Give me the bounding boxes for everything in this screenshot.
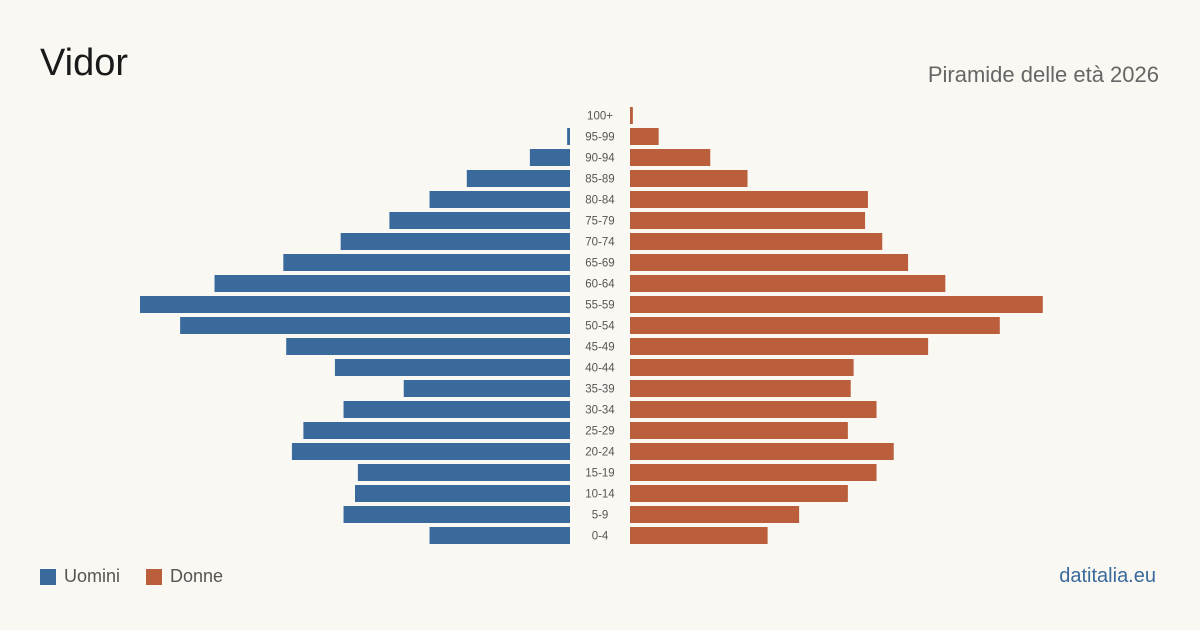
- age-label-85-89: 85-89: [585, 174, 614, 186]
- bar-male-50-54: [180, 317, 570, 334]
- bar-female-90-94: [630, 149, 711, 166]
- age-label-55-59: 55-59: [585, 300, 614, 312]
- bar-male-25-29: [303, 422, 570, 439]
- bar-female-20-24: [630, 443, 894, 460]
- bar-female-15-19: [630, 464, 877, 481]
- bar-male-95-99: [567, 128, 570, 145]
- age-label-35-39: 35-39: [585, 384, 614, 396]
- bar-male-60-64: [214, 275, 571, 292]
- bar-male-65-69: [283, 254, 570, 271]
- source-link[interactable]: datitalia.eu: [1059, 565, 1156, 587]
- legend-swatch-male: [40, 568, 56, 585]
- bar-female-70-74: [630, 233, 883, 250]
- age-label-10-14: 10-14: [585, 489, 615, 501]
- bar-male-70-74: [340, 233, 570, 250]
- legend-item-female: Donne: [146, 566, 223, 587]
- age-label-70-74: 70-74: [585, 237, 615, 249]
- bar-female-85-89: [630, 170, 748, 187]
- bar-female-10-14: [630, 485, 848, 502]
- legend-item-male: Uomini: [40, 566, 120, 587]
- bar-female-55-59: [630, 296, 1043, 313]
- bar-female-65-69: [630, 254, 909, 271]
- legend-swatch-female: [146, 568, 163, 585]
- bar-male-10-14: [355, 485, 570, 502]
- bar-male-45-49: [286, 338, 570, 355]
- bar-male-90-94: [529, 149, 570, 166]
- bar-female-100plus: [630, 107, 633, 124]
- age-label-75-79: 75-79: [585, 216, 614, 228]
- bar-male-0-4: [429, 527, 570, 544]
- age-label-25-29: 25-29: [585, 426, 614, 438]
- bar-male-35-39: [403, 380, 570, 397]
- bar-female-5-9: [630, 506, 800, 523]
- age-label-60-64: 60-64: [585, 279, 615, 291]
- bar-female-40-44: [630, 359, 854, 376]
- bar-female-50-54: [630, 317, 1000, 334]
- bar-female-35-39: [630, 380, 851, 397]
- bar-female-80-84: [630, 191, 868, 208]
- legend-label-female: Donne: [170, 566, 224, 586]
- age-label-0-4: 0-4: [592, 531, 609, 543]
- bar-male-80-84: [429, 191, 570, 208]
- legend-label-male: Uomini: [64, 566, 121, 586]
- bar-female-45-49: [630, 338, 929, 355]
- age-label-50-54: 50-54: [585, 321, 615, 333]
- age-label-40-44: 40-44: [585, 363, 615, 375]
- age-label-20-24: 20-24: [585, 447, 615, 459]
- bar-male-15-19: [357, 464, 570, 481]
- bar-male-20-24: [291, 443, 570, 460]
- age-label-80-84: 80-84: [585, 195, 615, 207]
- age-label-90-94: 90-94: [585, 153, 615, 165]
- chart-title: Vidor: [40, 42, 129, 84]
- age-label-100plus: 100+: [587, 111, 613, 123]
- bar-female-25-29: [630, 422, 848, 439]
- age-label-15-19: 15-19: [585, 468, 614, 480]
- legend: Uomini Donne: [40, 566, 249, 587]
- bar-female-75-79: [630, 212, 866, 229]
- age-label-45-49: 45-49: [585, 342, 614, 354]
- bar-male-40-44: [334, 359, 570, 376]
- bar-male-75-79: [389, 212, 570, 229]
- bar-female-0-4: [630, 527, 768, 544]
- bar-female-60-64: [630, 275, 946, 292]
- age-label-65-69: 65-69: [585, 258, 614, 270]
- bar-male-30-34: [343, 401, 570, 418]
- age-label-5-9: 5-9: [592, 510, 609, 522]
- bar-male-55-59: [140, 296, 570, 313]
- age-label-30-34: 30-34: [585, 405, 615, 417]
- age-label-95-99: 95-99: [585, 132, 614, 144]
- chart-subtitle: Piramide delle età 2026: [927, 62, 1159, 87]
- bar-male-85-89: [466, 170, 570, 187]
- bar-male-5-9: [343, 506, 570, 523]
- bar-female-30-34: [630, 401, 877, 418]
- bar-female-95-99: [630, 128, 659, 145]
